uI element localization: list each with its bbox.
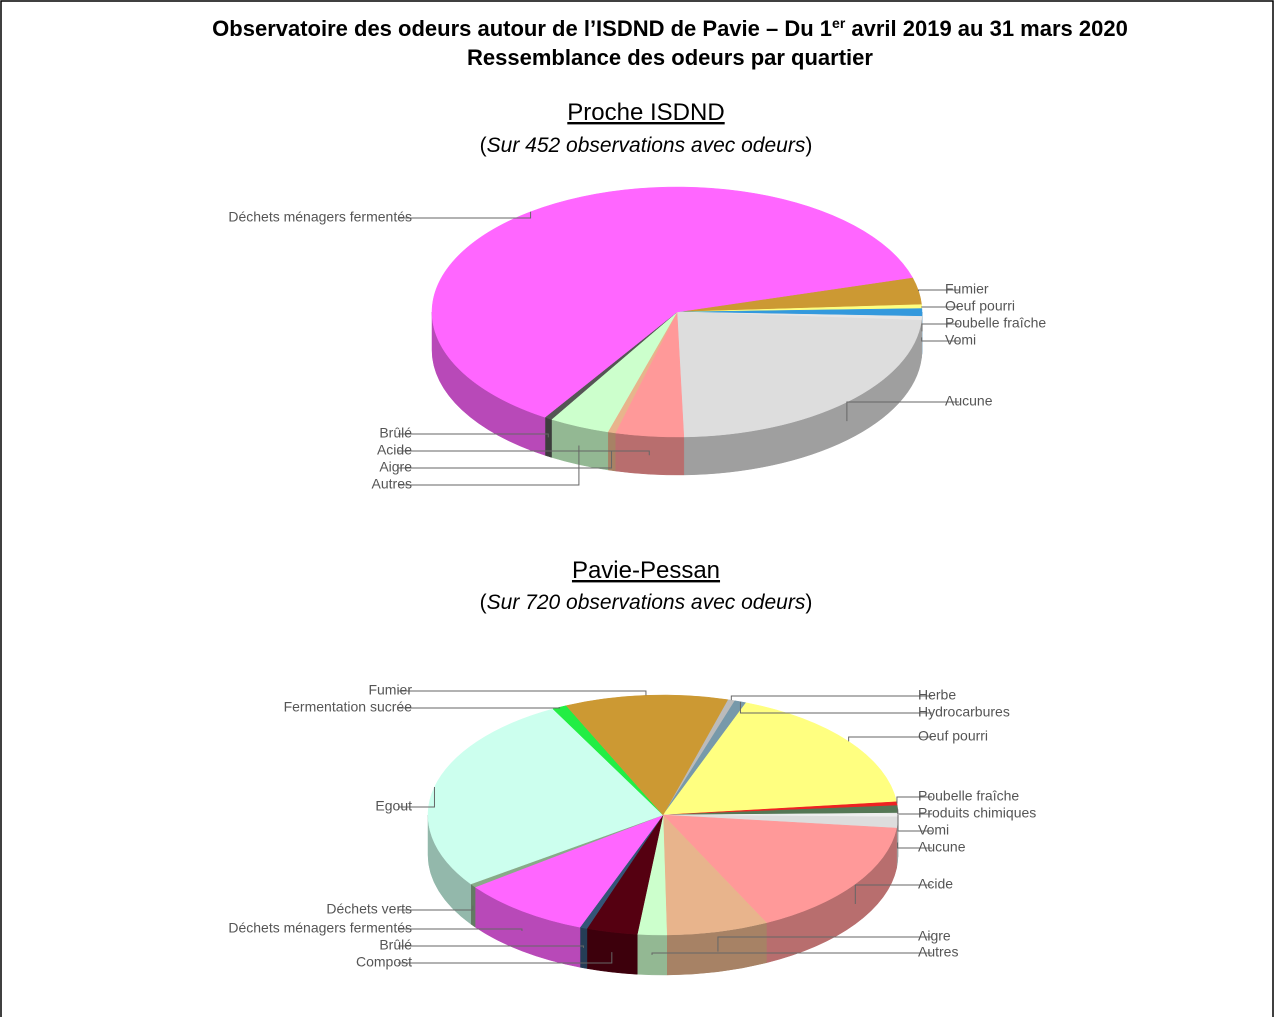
slice-label: Brûlé — [379, 937, 412, 953]
title-sup: er — [832, 15, 846, 31]
slice-label: Fermentation sucrée — [284, 699, 413, 715]
slice-side — [471, 884, 475, 927]
slice-label: Fumier — [368, 682, 412, 698]
chart-subtitle: (Sur 720 observations avec odeurs) — [480, 591, 813, 614]
chart-subtitle: (Sur 452 observations avec odeurs) — [480, 134, 813, 157]
slice-label: Aigre — [379, 459, 412, 475]
slice-label: Hydrocarbures — [918, 704, 1010, 720]
slice-label: Oeuf pourri — [945, 298, 1015, 314]
slice-label: Déchets ménagers fermentés — [228, 920, 412, 936]
slice-label: Compost — [356, 954, 412, 970]
leader-line — [398, 691, 646, 695]
subtitle-part: Sur 452 observations avec odeurs — [487, 134, 806, 157]
subtitle-part: ( — [480, 591, 487, 614]
slice-label: Aigre — [918, 928, 951, 944]
subtitle: Ressemblance des odeurs par quartier — [467, 45, 873, 70]
title: Observatoire des odeurs autour de l’ISDN… — [212, 15, 1128, 41]
slice-label: Poubelle fraîche — [945, 315, 1046, 331]
slice-label: Produits chimiques — [918, 805, 1036, 821]
slice-label: Autres — [918, 944, 958, 960]
leader-line — [398, 212, 531, 218]
title-text: avril 2019 au 31 mars 2020 — [845, 16, 1128, 41]
slice-label: Déchets ménagers fermentés — [228, 209, 412, 225]
slice-label: Aucune — [945, 393, 993, 409]
subtitle-part: ) — [805, 134, 812, 157]
slice-label: Aucune — [918, 839, 966, 855]
title-text: Observatoire des odeurs autour de l’ISDN… — [212, 16, 832, 41]
subtitle-part: ) — [805, 591, 812, 614]
pie-tops — [428, 695, 898, 935]
slice-label: Acide — [377, 442, 412, 458]
slice-label: Brûlé — [379, 425, 412, 441]
leader-line — [731, 696, 932, 700]
slice-label: Poubelle fraîche — [918, 788, 1019, 804]
slice-label: Vomi — [945, 332, 976, 348]
slice-label: Acide — [918, 876, 953, 892]
slice-label: Oeuf pourri — [918, 728, 988, 744]
subtitle-part: ( — [480, 134, 487, 157]
chart-title: Pavie-Pessan — [572, 557, 720, 584]
slice-label: Fumier — [945, 281, 989, 297]
slice-label: Autres — [372, 476, 412, 492]
slice-label: Herbe — [918, 687, 956, 703]
slice — [677, 312, 921, 437]
slice-label: Déchets verts — [326, 901, 412, 917]
pie-tops — [432, 187, 922, 437]
slice-label: Egout — [375, 798, 412, 814]
subtitle-part: Sur 720 observations avec odeurs — [487, 591, 806, 614]
slice-side — [587, 929, 637, 975]
leader-line — [398, 707, 560, 708]
chart-title: Proche ISDND — [567, 99, 724, 126]
slice-label: Vomi — [918, 822, 949, 838]
